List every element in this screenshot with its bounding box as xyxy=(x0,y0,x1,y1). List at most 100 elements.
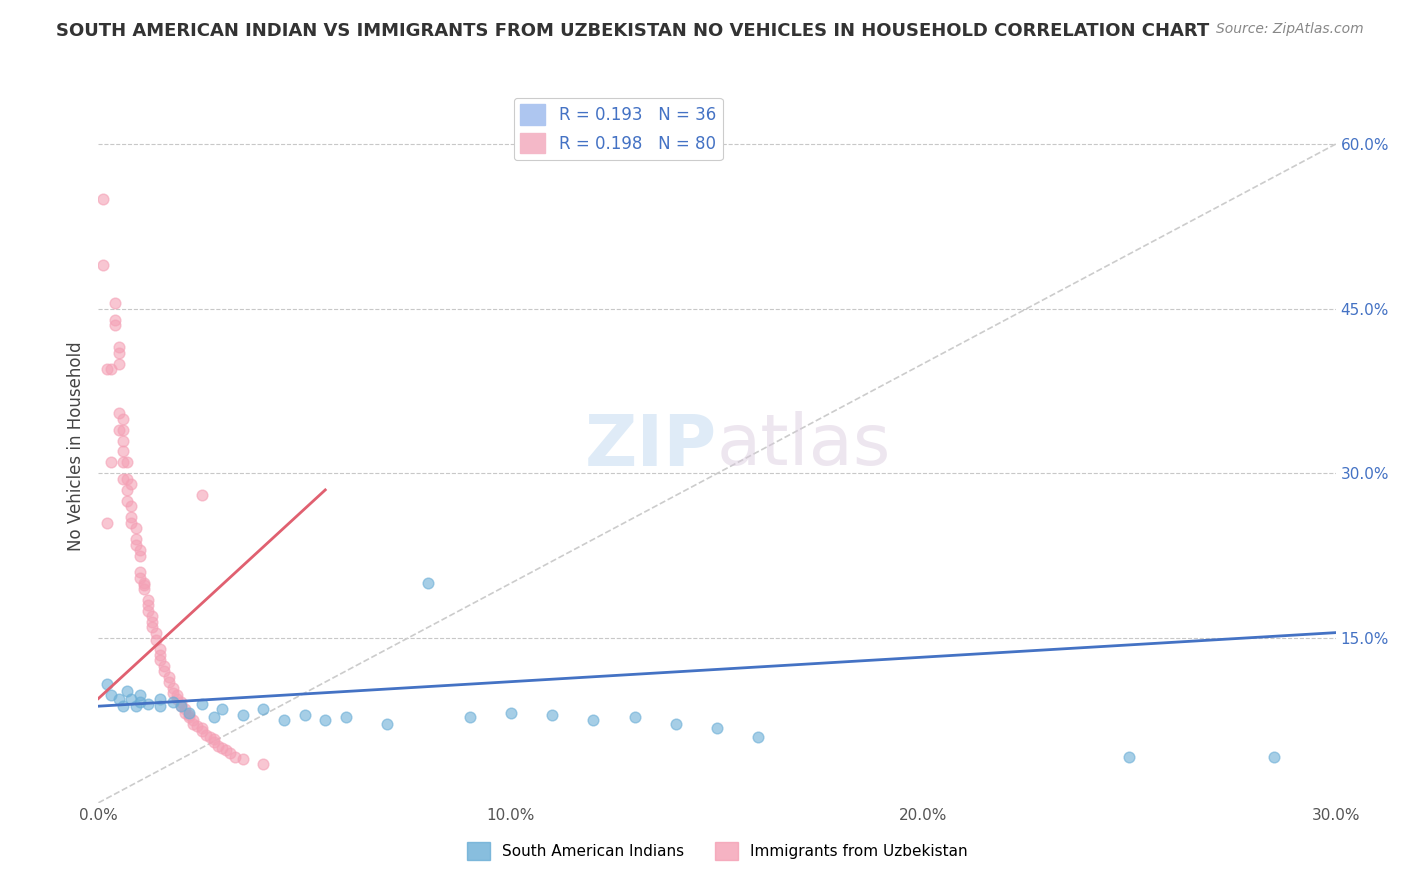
Point xyxy=(128,695,150,709)
Point xyxy=(117,483,139,497)
Point xyxy=(162,695,184,709)
Point xyxy=(252,702,274,716)
Point xyxy=(124,533,146,547)
Legend: South American Indians, Immigrants from Uzbekistan: South American Indians, Immigrants from … xyxy=(461,836,973,866)
Point xyxy=(117,683,139,698)
Point xyxy=(120,691,142,706)
Point xyxy=(128,549,150,563)
Point xyxy=(96,362,118,376)
Point xyxy=(207,739,229,753)
Point xyxy=(100,688,122,702)
Point xyxy=(120,510,142,524)
Text: Source: ZipAtlas.com: Source: ZipAtlas.com xyxy=(1216,22,1364,37)
Point xyxy=(136,592,159,607)
Point xyxy=(202,710,225,724)
Point xyxy=(108,423,131,437)
Point xyxy=(153,658,176,673)
Point xyxy=(112,472,135,486)
Y-axis label: No Vehicles in Household: No Vehicles in Household xyxy=(66,341,84,551)
Point xyxy=(128,571,150,585)
Point xyxy=(104,318,127,333)
Point xyxy=(198,730,221,744)
Point xyxy=(294,708,316,723)
Point xyxy=(145,633,167,648)
Point xyxy=(149,653,172,667)
Point xyxy=(120,477,142,491)
Point xyxy=(108,345,131,359)
Point xyxy=(149,642,172,657)
Point xyxy=(190,721,212,735)
Point xyxy=(747,730,769,744)
Point xyxy=(96,677,118,691)
Point xyxy=(124,538,146,552)
Point xyxy=(181,714,204,728)
Point xyxy=(132,582,155,596)
Point xyxy=(117,494,139,508)
Point xyxy=(112,411,135,425)
Point xyxy=(141,615,163,629)
Point xyxy=(112,423,135,437)
Point xyxy=(108,340,131,354)
Point xyxy=(211,702,233,716)
Point xyxy=(100,455,122,469)
Text: atlas: atlas xyxy=(717,411,891,481)
Point xyxy=(112,444,135,458)
Point xyxy=(1118,749,1140,764)
Point xyxy=(170,699,193,714)
Point xyxy=(665,716,688,731)
Point xyxy=(499,706,522,720)
Point xyxy=(128,543,150,558)
Point xyxy=(104,296,127,310)
Point xyxy=(91,258,114,272)
Point xyxy=(136,697,159,711)
Point xyxy=(120,516,142,530)
Point xyxy=(1263,749,1285,764)
Point xyxy=(335,710,357,724)
Point xyxy=(145,625,167,640)
Point xyxy=(108,691,131,706)
Point xyxy=(179,708,201,723)
Point xyxy=(128,688,150,702)
Point xyxy=(112,434,135,448)
Point xyxy=(112,455,135,469)
Point xyxy=(375,716,398,731)
Point xyxy=(418,576,440,591)
Point xyxy=(706,721,728,735)
Point xyxy=(215,743,238,757)
Text: ZIP: ZIP xyxy=(585,411,717,481)
Point xyxy=(623,710,645,724)
Point xyxy=(153,664,176,678)
Point xyxy=(96,516,118,530)
Point xyxy=(128,566,150,580)
Point xyxy=(458,710,481,724)
Point xyxy=(232,708,254,723)
Point xyxy=(132,576,155,591)
Point xyxy=(190,697,212,711)
Point xyxy=(170,699,193,714)
Point xyxy=(273,714,295,728)
Point xyxy=(202,735,225,749)
Point xyxy=(252,757,274,772)
Point xyxy=(314,714,336,728)
Point xyxy=(100,362,122,376)
Point xyxy=(174,706,197,720)
Point xyxy=(91,192,114,206)
Point xyxy=(136,598,159,612)
Point xyxy=(181,716,204,731)
Point xyxy=(194,728,217,742)
Point xyxy=(149,699,172,714)
Point xyxy=(136,604,159,618)
Text: SOUTH AMERICAN INDIAN VS IMMIGRANTS FROM UZBEKISTAN NO VEHICLES IN HOUSEHOLD COR: SOUTH AMERICAN INDIAN VS IMMIGRANTS FROM… xyxy=(56,22,1209,40)
Point xyxy=(179,710,201,724)
Point xyxy=(132,578,155,592)
Point xyxy=(582,714,605,728)
Point xyxy=(211,740,233,755)
Point xyxy=(157,669,180,683)
Point xyxy=(124,699,146,714)
Point xyxy=(117,472,139,486)
Point xyxy=(108,357,131,371)
Point xyxy=(224,749,246,764)
Point xyxy=(149,648,172,662)
Point xyxy=(179,706,201,720)
Point xyxy=(190,724,212,739)
